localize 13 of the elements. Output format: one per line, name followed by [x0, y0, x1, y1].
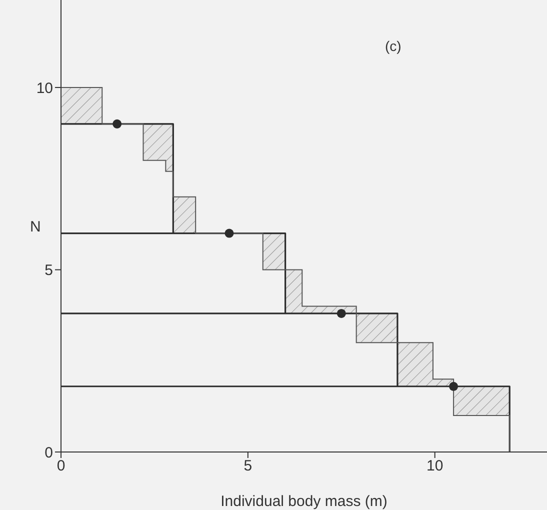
x-axis-title: Individual body mass (m)	[220, 493, 388, 510]
y-tick-label: 5	[44, 262, 53, 280]
point	[112, 119, 122, 128]
point	[224, 228, 234, 238]
y-tick-label: 0	[44, 444, 53, 462]
y-axis-title: N	[30, 218, 41, 236]
annotation: (c)	[385, 38, 402, 54]
y-tick-label: 10	[36, 80, 53, 97]
point	[336, 308, 346, 318]
x-tick-label: 0	[56, 458, 66, 475]
x-tick-label: 10	[426, 458, 444, 475]
x-tick-label: 5	[244, 458, 252, 475]
point	[449, 382, 458, 391]
